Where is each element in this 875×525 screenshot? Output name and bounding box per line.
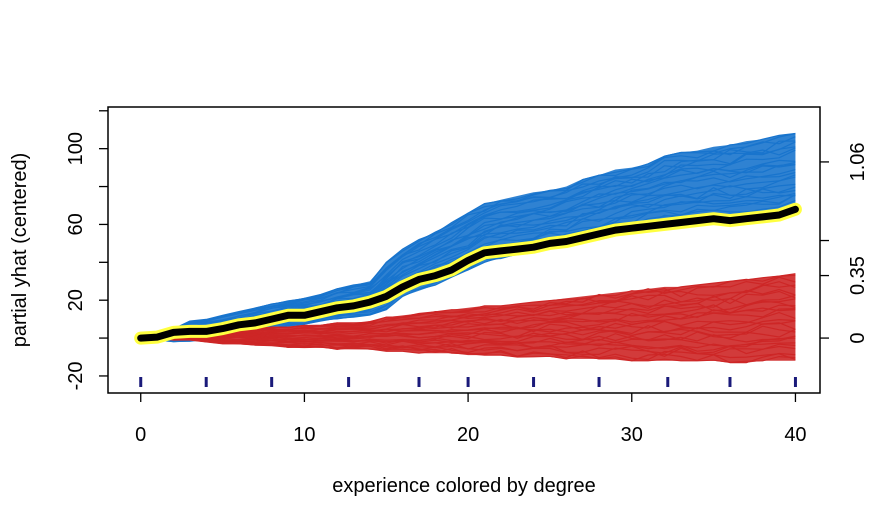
ice-curve (140, 140, 796, 339)
ice-curve (140, 336, 796, 352)
ice-curve (140, 141, 796, 339)
y-axis-title: partial yhat (centered) (9, 153, 31, 348)
ice-curve (140, 132, 796, 339)
y-tick-label: 20 (65, 289, 87, 311)
x-tick-label: 20 (457, 424, 479, 446)
right-tick-label: 1.06 (847, 142, 869, 181)
x-tick-label: 40 (784, 424, 806, 446)
ice-curve (140, 325, 796, 342)
x-axis-title: experience colored by degree (332, 475, 596, 497)
x-axis: 0 10 20 30 40 (135, 393, 807, 446)
y-tick-label: -20 (65, 362, 87, 391)
average-curve (137, 205, 799, 342)
right-tick-label: 0 (847, 333, 869, 344)
ice-curve (140, 290, 796, 339)
ice-curve (140, 337, 796, 357)
rug-marks (139, 377, 797, 387)
ice-curve (140, 164, 796, 339)
x-tick-label: 10 (293, 424, 315, 446)
y-axis: -20 20 60 100 (65, 110, 108, 391)
y-tick-label: 100 (65, 132, 87, 165)
ice-curve (140, 281, 796, 339)
plot-border (107, 106, 821, 394)
x-tick-label: 0 (135, 424, 146, 446)
ice-curve (140, 335, 796, 347)
ice-curve (140, 337, 796, 350)
ice-curve (140, 304, 796, 339)
x-tick-label: 30 (621, 424, 643, 446)
right-axis: 0 0.35 1.06 (820, 142, 869, 344)
ice-curve (140, 294, 796, 339)
average-curve-layer (134, 202, 802, 345)
y-tick-label: 60 (65, 213, 87, 235)
right-tick-label: 0.35 (847, 256, 869, 295)
ice-curve (140, 318, 796, 340)
ice-curve (140, 149, 796, 339)
